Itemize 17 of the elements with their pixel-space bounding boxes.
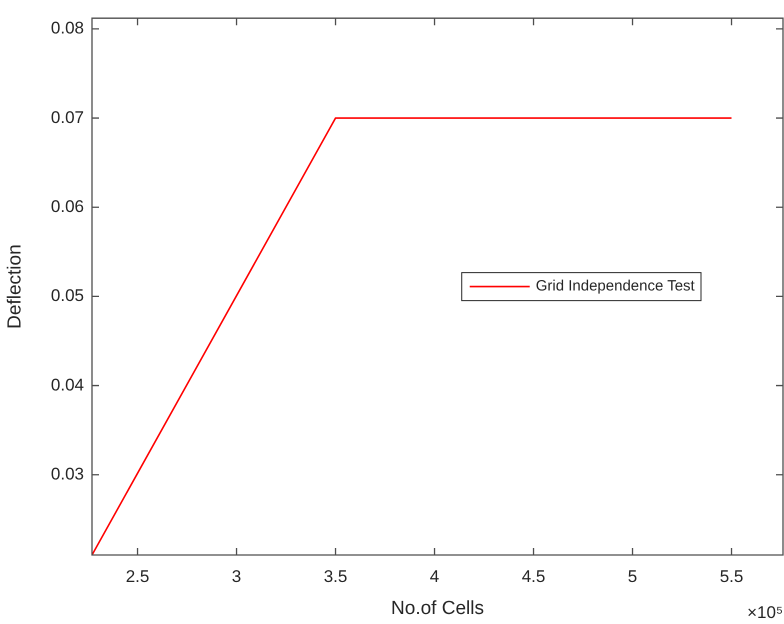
y-axis-title: Deflection bbox=[4, 244, 26, 329]
y-tick-label: 0.04 bbox=[50, 375, 84, 394]
y-tick-label: 0.05 bbox=[50, 286, 84, 306]
x-tick-label: 5.5 bbox=[720, 566, 744, 586]
y-tick-label: 0.06 bbox=[50, 196, 84, 216]
text: ×10⁵ bbox=[747, 603, 783, 622]
x-tick-label: 2.5 bbox=[126, 566, 150, 586]
y-tick-label: 0.07 bbox=[50, 108, 84, 127]
x-tick-label: 5 bbox=[628, 566, 638, 586]
x-tick-label: 3.5 bbox=[324, 566, 348, 586]
x-tick-label: 4.5 bbox=[522, 566, 546, 586]
x-tick-label: 3 bbox=[232, 566, 242, 586]
y-tick-label: 0.08 bbox=[50, 18, 84, 38]
x-tick-label: 4 bbox=[430, 566, 440, 586]
legend-label: Grid Independence Test bbox=[536, 278, 696, 295]
y-tick-label: 0.03 bbox=[50, 464, 84, 484]
x-axis-title: No.of Cells bbox=[391, 598, 484, 619]
